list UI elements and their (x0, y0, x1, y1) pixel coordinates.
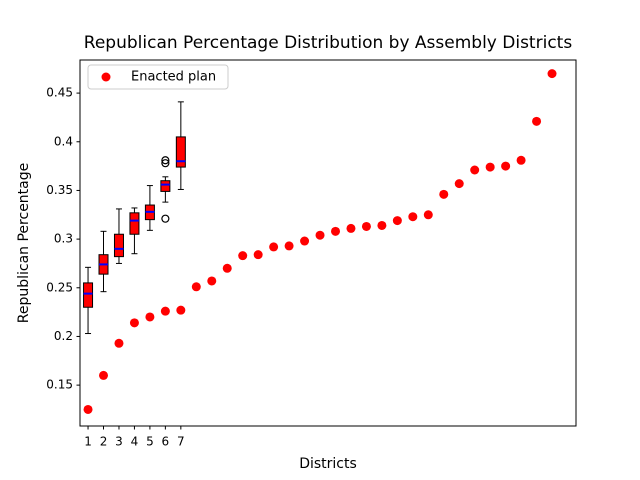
flier (161, 159, 170, 168)
legend-box (87, 64, 229, 90)
box (113, 233, 124, 258)
x-tick-label: 2 (100, 435, 108, 449)
y-tick-label: 0.35 (46, 183, 73, 197)
box (83, 282, 94, 308)
scatter-point (284, 241, 294, 251)
scatter-point (470, 165, 480, 175)
x-tick-label: 7 (177, 435, 185, 449)
box (160, 180, 171, 192)
scatter-point (253, 250, 263, 260)
scatter-point (83, 404, 93, 414)
x-axis-label: Districts (299, 456, 357, 472)
scatter-point (315, 230, 325, 240)
legend-label: Enacted plan (131, 70, 216, 85)
y-tick-label: 0.25 (46, 280, 73, 294)
y-tick-label: 0.2 (54, 329, 73, 343)
scatter-point (269, 242, 279, 252)
scatter-point (99, 370, 109, 380)
scatter-point (392, 216, 402, 226)
scatter-point (377, 220, 387, 230)
scatter-point (454, 179, 464, 189)
y-tick-label: 0.3 (54, 232, 73, 246)
scatter-point (114, 338, 124, 348)
x-tick-label: 1 (84, 435, 92, 449)
flier (161, 156, 170, 165)
scatter-point (408, 212, 418, 222)
scatter-point (547, 69, 557, 79)
scatter-point (532, 116, 542, 126)
scatter-point (423, 210, 433, 220)
scatter-point (145, 312, 155, 322)
scatter-point (300, 236, 310, 246)
scatter-point (361, 221, 371, 231)
legend-marker (101, 72, 111, 82)
x-tick-label: 3 (115, 435, 123, 449)
x-tick-label: 5 (146, 435, 154, 449)
box (129, 212, 140, 235)
scatter-point (222, 263, 232, 273)
scatter-point (176, 305, 186, 315)
scatter-point (516, 155, 526, 165)
scatter-point (501, 161, 511, 171)
scatter-point (160, 306, 170, 316)
scatter-point (129, 318, 139, 328)
x-tick-label: 6 (162, 435, 170, 449)
scatter-point (346, 223, 356, 233)
scatter-point (207, 276, 217, 286)
y-tick-label: 0.4 (54, 134, 73, 148)
y-tick-label: 0.15 (46, 378, 73, 392)
y-axis-label: Republican Percentage (16, 163, 32, 324)
plot-frame (79, 59, 577, 427)
scatter-point (331, 226, 341, 236)
box (175, 136, 186, 168)
flier (161, 214, 170, 223)
y-tick-label: 0.45 (46, 86, 73, 100)
scatter-point (191, 282, 201, 292)
scatter-point (439, 189, 449, 199)
scatter-point (238, 251, 248, 261)
chart-title: Republican Percentage Distribution by As… (84, 33, 573, 53)
scatter-point (485, 162, 495, 172)
x-tick-label: 4 (131, 435, 139, 449)
